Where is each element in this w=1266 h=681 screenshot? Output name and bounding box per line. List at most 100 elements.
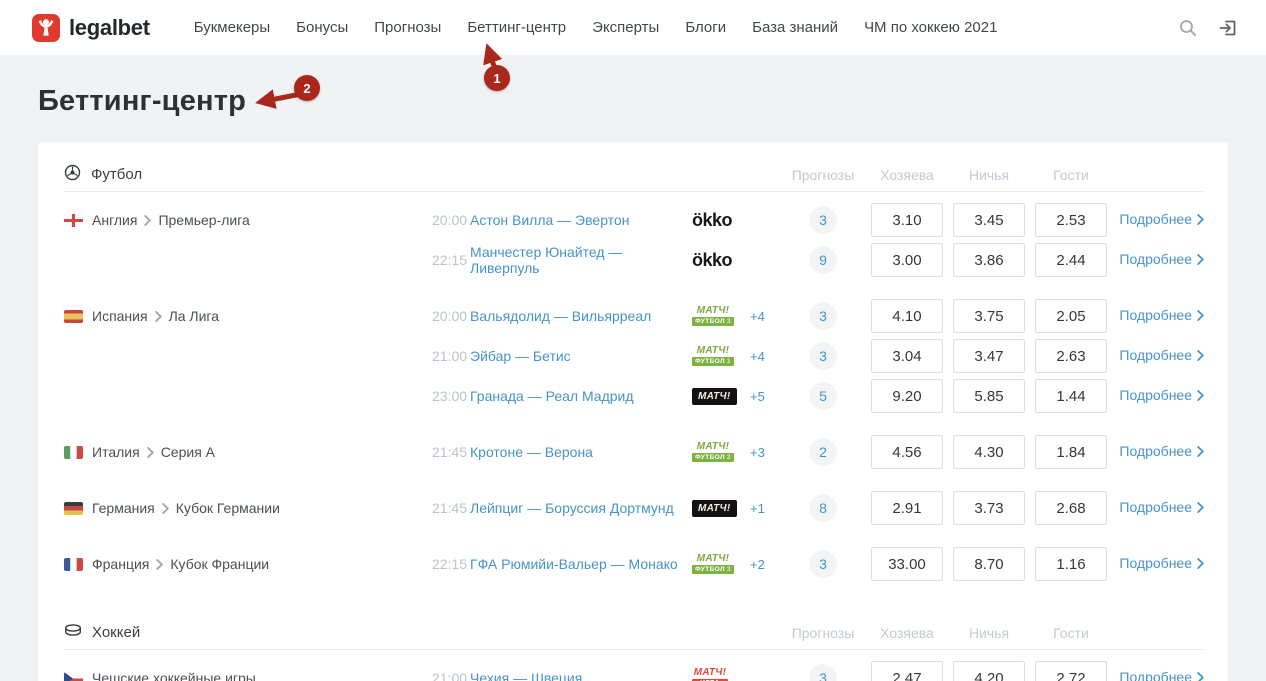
odd-home[interactable]: 9.20 [871, 379, 943, 413]
odd-home[interactable]: 33.00 [871, 547, 943, 581]
legalbet-logo-icon [32, 13, 60, 42]
nav-item-hockey-wc-2021[interactable]: ЧМ по хоккею 2021 [864, 19, 998, 36]
odd-away[interactable]: 2.44 [1035, 243, 1107, 277]
predictions-count[interactable]: 3 [809, 550, 837, 578]
match-link[interactable]: Манчестер Юнайтед — Ливерпуль [470, 244, 623, 276]
odd-draw[interactable]: 3.47 [953, 339, 1025, 373]
odd-home[interactable]: 3.04 [871, 339, 943, 373]
nav-item-experts[interactable]: Эксперты [592, 19, 660, 36]
odd-away[interactable]: 1.16 [1035, 547, 1107, 581]
league-cell: Италия Серия А [64, 444, 432, 460]
more-link[interactable]: Подробнее [1119, 669, 1204, 681]
odd-draw[interactable]: 4.20 [953, 661, 1025, 681]
login-icon[interactable] [1218, 18, 1238, 38]
odd-draw[interactable]: 8.70 [953, 547, 1025, 581]
match-link[interactable]: ГФА Рюмийи-Вальер — Монако [470, 556, 678, 572]
match-time: 21:45 [432, 444, 468, 460]
predictions-count[interactable]: 3 [809, 664, 837, 681]
nav-item-betting-center[interactable]: Беттинг-центр [467, 19, 567, 36]
league-cell: Чешские хоккейные игры [64, 670, 432, 681]
league-link[interactable]: Ла Лига [168, 308, 220, 324]
country-link[interactable]: Германия [92, 500, 155, 516]
odd-home[interactable]: 3.10 [871, 203, 943, 237]
italy-flag [64, 445, 83, 459]
league-group: Италия Серия А 21:45 Кротоне — Верона МАТЧ! ф… [64, 424, 1204, 480]
odd-home[interactable]: 4.10 [871, 299, 943, 333]
odd-draw[interactable]: 3.73 [953, 491, 1025, 525]
league-link[interactable]: Кубок Франции [170, 556, 270, 572]
odd-away[interactable]: 2.53 [1035, 203, 1107, 237]
league-link[interactable]: Премьер-лига [158, 212, 250, 228]
odd-away[interactable]: 2.05 [1035, 299, 1107, 333]
spain-flag [64, 309, 83, 323]
odd-draw[interactable]: 5.85 [953, 379, 1025, 413]
more-link[interactable]: Подробнее [1119, 555, 1204, 571]
section-name: Хоккей [92, 624, 141, 641]
chevron-right-icon [162, 503, 169, 514]
league-link[interactable]: Серия А [160, 444, 215, 460]
odd-home[interactable]: 2.47 [871, 661, 943, 681]
search-icon[interactable] [1178, 18, 1198, 38]
country-link[interactable]: Испания [92, 308, 148, 324]
country-link[interactable]: Франция [92, 556, 150, 572]
match-tv-logo: МАТЧ! [692, 499, 737, 517]
nav-item-predictions[interactable]: Прогнозы [374, 19, 442, 36]
more-link[interactable]: Подробнее [1119, 443, 1204, 459]
more-link[interactable]: Подробнее [1119, 211, 1204, 227]
extra-channels-count: +4 [750, 308, 765, 324]
odd-away[interactable]: 1.84 [1035, 435, 1107, 469]
country-link[interactable]: Англия [92, 212, 138, 228]
more-link[interactable]: Подробнее [1119, 347, 1204, 363]
predictions-count[interactable]: 9 [809, 246, 837, 274]
match-link[interactable]: Лейпциг — Боруссия Дортмунд [470, 500, 674, 516]
channel-logo-cell: МАТЧ! футбол 1 [692, 346, 750, 366]
predictions-count[interactable]: 8 [809, 494, 837, 522]
channel-logo-cell: МАТЧ! футбол 2 [692, 442, 750, 462]
legalbet-logo[interactable]: legalbet [32, 13, 150, 42]
odd-away[interactable]: 2.68 [1035, 491, 1107, 525]
odd-draw[interactable]: 3.45 [953, 203, 1025, 237]
predictions-count[interactable]: 2 [809, 438, 837, 466]
football-icon [64, 164, 81, 185]
predictions-count[interactable]: 3 [809, 342, 837, 370]
odd-away[interactable]: 2.63 [1035, 339, 1107, 373]
predictions-count[interactable]: 5 [809, 382, 837, 410]
nav-item-knowledge-base[interactable]: База знаний [752, 19, 839, 36]
more-link[interactable]: Подробнее [1119, 251, 1204, 267]
odd-away[interactable]: 2.72 [1035, 661, 1107, 681]
odd-home[interactable]: 3.00 [871, 243, 943, 277]
league-cell: Германия Кубок Германии [64, 500, 432, 516]
match-link[interactable]: Вальядолид — Вильярреал [470, 308, 652, 324]
predictions-count[interactable]: 3 [809, 302, 837, 330]
main-nav: Букмекеры Бонусы Прогнозы Беттинг-центр Эксп… [194, 19, 998, 36]
more-link[interactable]: Подробнее [1119, 387, 1204, 403]
match-row: Испания Ла Лига 20:00 Вальядолид — Вильярре… [64, 296, 1204, 336]
match-link[interactable]: Эйбар — Бетис [470, 348, 571, 364]
more-link[interactable]: Подробнее [1119, 499, 1204, 515]
country-link[interactable]: Чешские хоккейные игры [92, 670, 256, 681]
odd-home[interactable]: 2.91 [871, 491, 943, 525]
more-link[interactable]: Подробнее [1119, 307, 1204, 323]
odd-draw[interactable]: 3.86 [953, 243, 1025, 277]
section-name: Футбол [91, 166, 143, 183]
match-link[interactable]: Гранада — Реал Мадрид [470, 388, 634, 404]
england-flag [64, 213, 83, 227]
okko-logo: ökko [692, 209, 733, 230]
odd-draw[interactable]: 3.75 [953, 299, 1025, 333]
nav-item-bookmakers[interactable]: Букмекеры [193, 19, 271, 36]
odd-draw[interactable]: 4.30 [953, 435, 1025, 469]
section-header-hockey: Хоккей Прогнозы Хозяева Ничья Гости [64, 616, 1204, 650]
match-link[interactable]: Чехия — Швеция [470, 670, 583, 681]
match-link[interactable]: Астон Вилла — Эвертон [470, 212, 630, 228]
nav-item-blogs[interactable]: Блоги [685, 19, 727, 36]
league-link[interactable]: Кубок Германии [175, 500, 280, 516]
nav-item-bonuses[interactable]: Бонусы [296, 19, 349, 36]
country-link[interactable]: Италия [92, 444, 140, 460]
predictions-count[interactable]: 3 [809, 206, 837, 234]
odd-home[interactable]: 4.56 [871, 435, 943, 469]
match-link[interactable]: Кротоне — Верона [470, 444, 593, 460]
france-flag [64, 557, 83, 571]
section-gap [64, 592, 1204, 616]
match-tv-logo: МАТЧ! [692, 387, 737, 405]
odd-away[interactable]: 1.44 [1035, 379, 1107, 413]
